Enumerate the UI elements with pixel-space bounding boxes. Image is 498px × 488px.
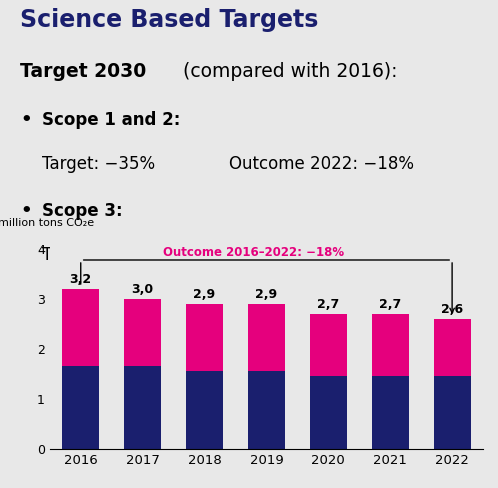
Bar xyxy=(186,304,223,371)
Text: 2,6: 2,6 xyxy=(441,304,463,317)
Text: million tons CO₂e: million tons CO₂e xyxy=(0,218,94,227)
Text: Outcome 2021: −10%: Outcome 2021: −10% xyxy=(229,246,414,264)
Text: Target: −35%: Target: −35% xyxy=(42,155,155,173)
Bar xyxy=(124,366,161,449)
Text: 2,9: 2,9 xyxy=(255,288,277,302)
Text: Scope 3:: Scope 3: xyxy=(42,202,123,220)
Text: 2,7: 2,7 xyxy=(317,299,340,311)
Bar xyxy=(248,304,285,371)
Text: Outcome 2016–2022: −18%: Outcome 2016–2022: −18% xyxy=(163,246,345,259)
Text: •: • xyxy=(20,111,31,129)
Text: 2,9: 2,9 xyxy=(194,288,216,302)
Text: 2,7: 2,7 xyxy=(379,299,401,311)
Bar xyxy=(248,371,285,449)
Bar xyxy=(372,376,409,449)
Bar xyxy=(124,299,161,366)
Text: Target: −18%: Target: −18% xyxy=(42,246,155,264)
Text: Outcome 2022: −18%: Outcome 2022: −18% xyxy=(229,155,414,173)
Text: (compared with 2016):: (compared with 2016): xyxy=(177,62,397,81)
Bar xyxy=(434,319,471,376)
Text: 3,2: 3,2 xyxy=(70,273,92,286)
Text: •: • xyxy=(20,202,31,220)
Text: Target 2030: Target 2030 xyxy=(20,62,146,81)
Bar xyxy=(372,314,409,376)
Bar xyxy=(186,371,223,449)
Bar xyxy=(62,366,99,449)
Text: Science Based Targets: Science Based Targets xyxy=(20,8,318,32)
Bar xyxy=(310,376,347,449)
Text: Scope 1 and 2:: Scope 1 and 2: xyxy=(42,111,181,129)
Bar xyxy=(62,289,99,366)
Bar xyxy=(310,314,347,376)
Bar xyxy=(434,376,471,449)
Text: 3,0: 3,0 xyxy=(131,284,154,297)
